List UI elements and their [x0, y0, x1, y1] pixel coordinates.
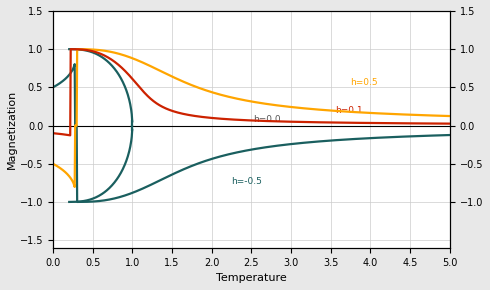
Text: h=0.0: h=0.0	[253, 115, 281, 124]
Y-axis label: Magnetization: Magnetization	[7, 90, 17, 169]
Text: h=0.5: h=0.5	[351, 78, 378, 87]
Text: h=0.1: h=0.1	[335, 106, 363, 115]
Text: h=-0.5: h=-0.5	[232, 177, 263, 186]
X-axis label: Temperature: Temperature	[216, 273, 287, 283]
